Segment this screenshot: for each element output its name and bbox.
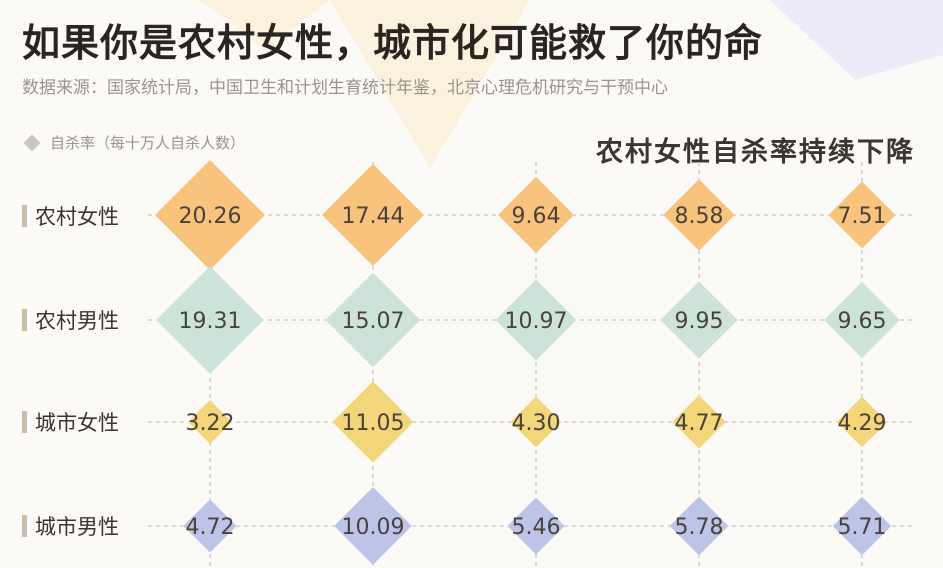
data-diamond [663, 179, 735, 251]
data-label: 17.44 [342, 204, 405, 229]
data-diamond [836, 396, 888, 448]
data-diamond [495, 279, 577, 361]
data-label: 10.97 [505, 309, 568, 334]
data-diamond [669, 496, 729, 556]
data-diamond [828, 181, 896, 249]
data-label: 9.64 [512, 204, 561, 229]
data-diamond [498, 177, 574, 253]
data-label: 4.77 [675, 411, 724, 436]
data-diamond [660, 281, 738, 359]
data-label: 20.26 [179, 204, 242, 229]
data-diamond [824, 282, 900, 358]
data-diamond [183, 499, 237, 553]
row-label-text: 城市女性 [35, 411, 119, 435]
data-diamond [507, 497, 565, 555]
chart-subtitle: 农村女性自杀率持续下降 [596, 137, 915, 168]
row-marker [22, 411, 27, 433]
data-label: 7.51 [838, 204, 887, 229]
deco-triangle-yellow [200, 0, 330, 50]
row-label-text: 城市男性 [35, 515, 119, 539]
data-diamond [188, 400, 232, 444]
data-diamond [156, 266, 264, 374]
data-diamond [672, 395, 726, 449]
data-label: 5.71 [838, 515, 887, 540]
deco-triangle-lavender [770, 0, 943, 80]
data-label: 9.65 [838, 309, 887, 334]
data-label: 5.78 [675, 515, 724, 540]
row-marker [22, 309, 27, 331]
row-label-rural-male: 农村男性 [22, 307, 119, 333]
data-diamond [832, 496, 892, 556]
data-label: 8.58 [675, 204, 724, 229]
deco-triangle-cream [330, 0, 530, 168]
data-label: 4.29 [838, 411, 887, 436]
row-label-urban-female: 城市女性 [22, 409, 119, 435]
data-diamond [332, 381, 414, 463]
legend-label: 自杀率（每十万人自杀人数） [50, 134, 246, 152]
data-diamond [510, 396, 562, 448]
data-label: 10.09 [342, 515, 405, 540]
data-diamond [325, 272, 421, 368]
data-label: 4.30 [512, 411, 561, 436]
data-label: 4.72 [186, 515, 235, 540]
row-label-text: 农村女性 [35, 205, 119, 229]
row-label-text: 农村男性 [35, 309, 119, 333]
data-diamond [155, 160, 265, 270]
data-label: 3.22 [186, 411, 235, 436]
legend: 自杀率（每十万人自杀人数） [22, 132, 245, 153]
data-label: 15.07 [342, 309, 405, 334]
page-title: 如果你是农村女性，城市化可能救了你的命 [22, 21, 764, 65]
row-label-urban-male: 城市男性 [22, 513, 119, 539]
data-label: 5.46 [512, 515, 561, 540]
data-label: 11.05 [342, 411, 405, 436]
data-diamond [321, 163, 425, 267]
row-marker [22, 205, 27, 227]
row-label-rural-female: 农村女性 [22, 203, 119, 229]
row-marker [22, 515, 27, 537]
data-label: 19.31 [179, 309, 242, 334]
data-diamond [334, 487, 412, 565]
data-source: 数据来源：国家统计局，中国卫生和计划生育统计年鉴，北京心理危机研究与干预中心 [22, 78, 668, 98]
data-label: 9.95 [675, 309, 724, 334]
